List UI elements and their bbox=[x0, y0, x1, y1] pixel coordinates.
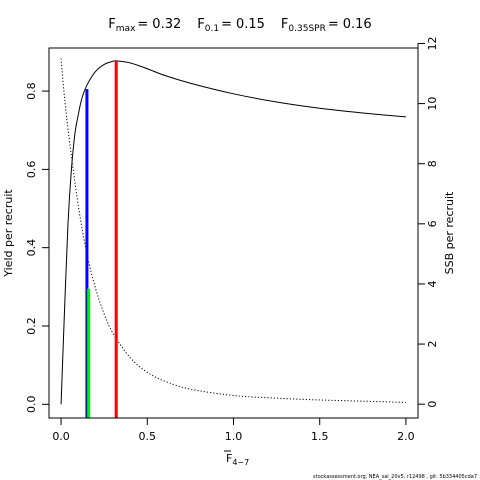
y-tick-label: 0.2 bbox=[25, 317, 38, 335]
y-tick-label: 0.6 bbox=[25, 161, 38, 179]
plot-frame bbox=[48, 47, 419, 419]
x-axis-label-text: F4−7 bbox=[226, 452, 249, 467]
y-tick-label: 0.8 bbox=[25, 82, 38, 100]
credit-text: stockassessment.org, NEA_sai_20v5, r1249… bbox=[313, 474, 477, 480]
x-axis-label-main: F bbox=[226, 452, 232, 465]
x-axis-label: F4−7 bbox=[224, 450, 249, 467]
title-f01-equals: = bbox=[221, 17, 232, 32]
title-f35-name: F bbox=[281, 17, 288, 32]
x-tick-label: 1.5 bbox=[311, 430, 329, 443]
x-tick-label: 2.0 bbox=[397, 430, 415, 443]
x-axis-label-sub: 4−7 bbox=[232, 458, 249, 467]
title-fmax-name: F bbox=[108, 17, 115, 32]
title-text: Fmax = 0.32 F0.1 = 0.15 F0.35SPR = 0.16 bbox=[108, 17, 371, 34]
y-axis-label: Yield per recruit bbox=[2, 189, 15, 278]
title-f01-value: 0.15 bbox=[236, 17, 265, 32]
title-f35-equals: = bbox=[328, 17, 339, 32]
y2-tick-label: 0 bbox=[426, 401, 439, 408]
y2-tick-label: 10 bbox=[426, 97, 439, 111]
y-tick-label: 0.0 bbox=[25, 396, 38, 414]
y2-tick-label: 12 bbox=[426, 36, 439, 50]
plot-area bbox=[60, 58, 406, 418]
title-fmax-sub: max bbox=[116, 24, 136, 34]
title-f01-name: F bbox=[197, 17, 204, 32]
x-tick-label: 1.0 bbox=[225, 430, 243, 443]
y2-tick-label: 6 bbox=[426, 220, 439, 227]
title-f35-value: 0.16 bbox=[343, 17, 372, 32]
title-fmax-value: 0.32 bbox=[152, 17, 181, 32]
chart-title: Fmax = 0.32 F0.1 = 0.15 F0.35SPR = 0.16 bbox=[108, 17, 371, 34]
axes: 0.0 0.5 1.0 1.5 2.0 0.0 0.2 0.4 0.6 0.8 0 2 4 6 8 10 12 bbox=[25, 36, 439, 443]
y2-tick-label: 4 bbox=[426, 280, 439, 287]
title-f01-sub: 0.1 bbox=[205, 24, 219, 34]
y2-tick-label: 2 bbox=[426, 341, 439, 348]
yield-per-recruit-line bbox=[60, 60, 406, 405]
y2-axis-label: SSB per recruit bbox=[443, 191, 456, 274]
title-fmax-equals: = bbox=[137, 17, 148, 32]
x-tick-label: 0.0 bbox=[52, 430, 70, 443]
ssb-per-recruit-line bbox=[60, 58, 406, 403]
x-tick-label: 0.5 bbox=[139, 430, 157, 443]
y-tick-label: 0.4 bbox=[25, 239, 38, 257]
y2-tick-label: 8 bbox=[426, 160, 439, 167]
title-f35-sub: 0.35SPR bbox=[288, 24, 325, 34]
